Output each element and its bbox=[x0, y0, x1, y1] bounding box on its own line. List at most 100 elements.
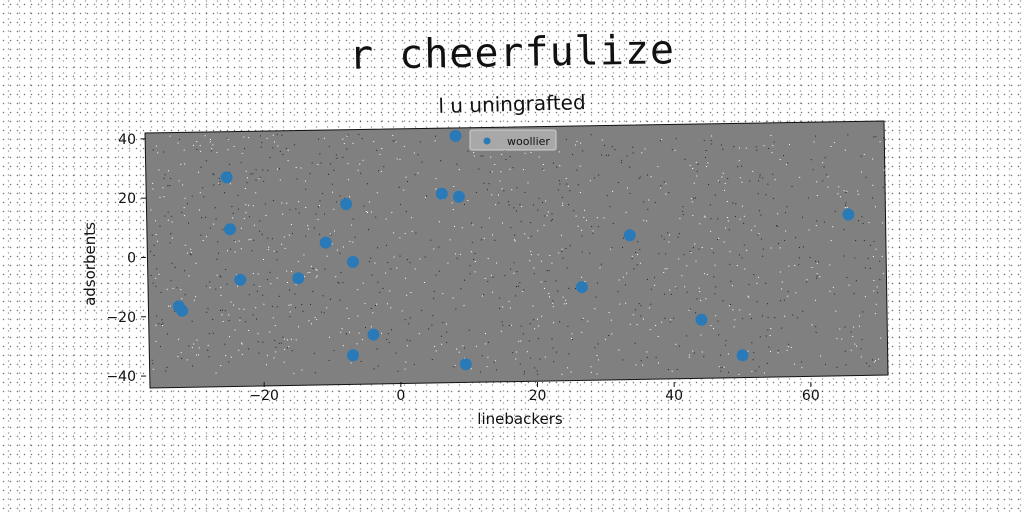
noise-dot bbox=[850, 349, 852, 351]
noise-dot bbox=[220, 309, 221, 311]
noise-dot bbox=[203, 196, 205, 198]
noise-dot bbox=[747, 350, 749, 352]
noise-dot bbox=[700, 334, 702, 336]
noise-dot bbox=[218, 178, 220, 179]
noise-dot bbox=[838, 186, 840, 188]
noise-dot bbox=[813, 141, 815, 143]
noise-dot bbox=[752, 170, 754, 172]
noise-dot bbox=[317, 219, 319, 220]
noise-dot bbox=[228, 163, 230, 165]
noise-dot bbox=[210, 150, 212, 152]
noise-dot bbox=[638, 177, 640, 179]
noise-dot bbox=[391, 329, 393, 331]
noise-dot bbox=[858, 220, 859, 222]
noise-dot bbox=[667, 232, 669, 234]
noise-dot bbox=[375, 305, 376, 306]
noise-dot bbox=[270, 283, 272, 285]
noise-dot bbox=[872, 197, 873, 199]
noise-dot bbox=[220, 276, 222, 278]
noise-dot bbox=[618, 279, 620, 281]
noise-dot bbox=[736, 265, 738, 266]
noise-dot bbox=[825, 174, 827, 176]
noise-dot bbox=[426, 195, 427, 197]
noise-dot bbox=[354, 236, 356, 238]
noise-dot bbox=[772, 145, 774, 147]
noise-dot bbox=[846, 206, 848, 208]
noise-dot bbox=[323, 137, 325, 139]
noise-dot bbox=[438, 270, 440, 272]
noise-dot bbox=[351, 224, 353, 226]
noise-dot bbox=[183, 207, 185, 209]
noise-dot bbox=[177, 356, 179, 358]
noise-dot bbox=[745, 147, 747, 149]
noise-dot bbox=[363, 205, 365, 207]
noise-dot bbox=[494, 239, 496, 241]
noise-dot bbox=[577, 225, 579, 227]
noise-dot bbox=[513, 262, 515, 264]
noise-dot bbox=[438, 246, 440, 248]
noise-dot bbox=[485, 333, 486, 334]
noise-dot bbox=[868, 365, 870, 367]
noise-dot bbox=[277, 168, 278, 170]
noise-dot bbox=[727, 220, 729, 222]
noise-dot bbox=[318, 138, 319, 140]
noise-dot bbox=[167, 333, 168, 335]
noise-dot bbox=[760, 238, 762, 240]
noise-dot bbox=[259, 220, 261, 222]
noise-dot bbox=[298, 201, 300, 203]
noise-dot bbox=[788, 265, 790, 267]
noise-dot bbox=[158, 273, 160, 275]
noise-dot bbox=[458, 169, 460, 171]
noise-dot bbox=[379, 291, 381, 293]
noise-dot bbox=[530, 222, 532, 224]
noise-dot bbox=[693, 352, 695, 354]
noise-dot bbox=[153, 244, 155, 246]
noise-dot bbox=[801, 367, 803, 369]
noise-dot bbox=[784, 315, 786, 317]
noise-dot bbox=[881, 255, 883, 257]
noise-dot bbox=[395, 141, 397, 143]
noise-dot bbox=[625, 284, 626, 286]
noise-dot bbox=[837, 193, 839, 195]
noise-dot bbox=[655, 356, 657, 358]
noise-dot bbox=[157, 152, 159, 154]
noise-dot bbox=[738, 160, 740, 162]
noise-dot bbox=[474, 253, 476, 254]
noise-dot bbox=[863, 153, 865, 155]
noise-dot bbox=[241, 152, 243, 154]
noise-dot bbox=[781, 281, 783, 283]
noise-dot bbox=[329, 233, 331, 235]
noise-dot bbox=[156, 315, 158, 317]
noise-dot bbox=[739, 147, 740, 149]
noise-dot bbox=[255, 169, 257, 171]
noise-dot bbox=[289, 209, 291, 211]
noise-dot bbox=[661, 235, 663, 237]
noise-dot bbox=[385, 272, 387, 274]
noise-dot bbox=[762, 255, 764, 257]
noise-dot bbox=[758, 276, 759, 278]
noise-dot bbox=[405, 277, 406, 279]
noise-dot bbox=[490, 156, 492, 158]
noise-dot bbox=[522, 291, 524, 292]
noise-dot bbox=[739, 218, 741, 220]
noise-dot bbox=[779, 271, 781, 273]
noise-dot bbox=[195, 262, 197, 264]
noise-dot bbox=[548, 293, 550, 294]
noise-dot bbox=[205, 216, 207, 218]
noise-dot bbox=[604, 338, 606, 340]
noise-dot bbox=[290, 338, 292, 340]
noise-dot bbox=[786, 163, 787, 165]
noise-dot bbox=[836, 338, 838, 340]
noise-dot bbox=[617, 182, 619, 183]
noise-dot bbox=[196, 339, 198, 341]
noise-dot bbox=[248, 348, 250, 350]
noise-dot bbox=[751, 342, 753, 344]
noise-dot bbox=[291, 350, 293, 352]
noise-dot bbox=[581, 276, 583, 278]
noise-dot bbox=[537, 338, 539, 340]
noise-dot bbox=[839, 328, 841, 330]
noise-dot bbox=[622, 246, 623, 248]
noise-dot bbox=[515, 358, 517, 360]
noise-dot bbox=[882, 222, 884, 224]
noise-dot bbox=[499, 308, 501, 309]
